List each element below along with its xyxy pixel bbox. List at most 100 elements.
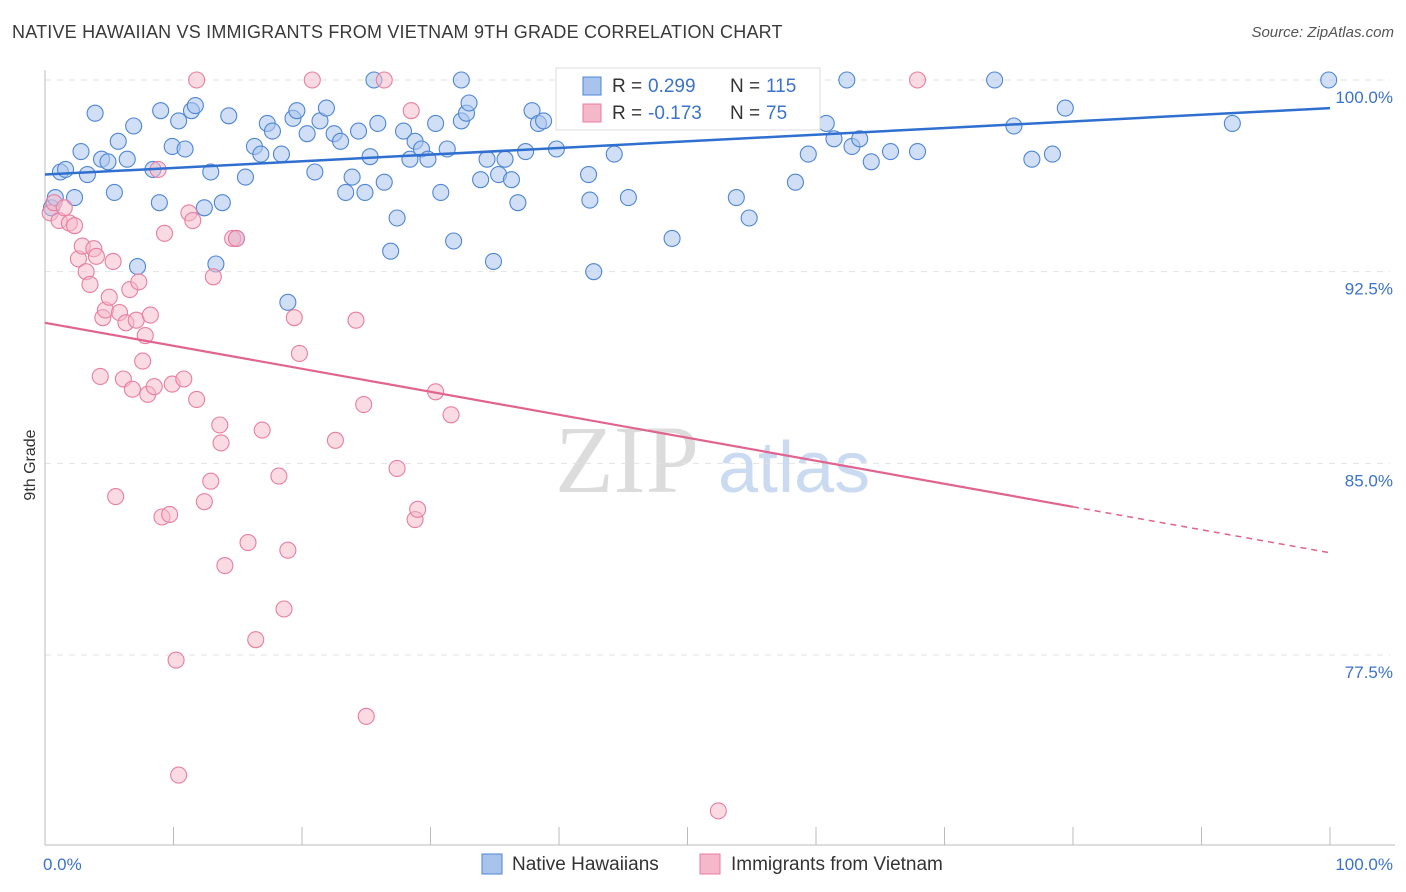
data-point-native-hawaiians — [195, 199, 213, 217]
data-point-native-hawaiians — [460, 94, 478, 112]
data-point-native-hawaiians — [202, 163, 220, 181]
trend-lines — [44, 106, 1331, 554]
data-point-native-hawaiians — [862, 153, 880, 171]
data-point-native-hawaiians — [150, 194, 168, 212]
data-point-native-hawaiians — [851, 130, 869, 148]
data-point-immigrants-vietnam — [279, 541, 297, 559]
data-point-native-hawaiians — [1320, 71, 1338, 89]
data-point-native-hawaiians — [78, 166, 96, 184]
data-point-native-hawaiians — [517, 143, 535, 161]
axes — [44, 70, 1395, 846]
data-point-immigrants-vietnam — [709, 802, 727, 820]
stats-legend: R = 0.299 N = 115 R = -0.173 N = 75 — [555, 67, 821, 131]
data-point-native-hawaiians — [220, 107, 238, 125]
data-point-immigrants-vietnam — [155, 224, 174, 242]
data-point-immigrants-vietnam — [100, 288, 118, 306]
data-point-native-hawaiians — [109, 132, 127, 150]
data-point-immigrants-vietnam — [442, 406, 460, 424]
data-point-immigrants-vietnam — [161, 505, 179, 523]
data-point-native-hawaiians — [908, 143, 927, 161]
chart-source: Source: ZipAtlas.com — [1251, 24, 1394, 41]
data-point-native-hawaiians — [1223, 114, 1241, 132]
data-point-native-hawaiians — [356, 183, 374, 201]
data-point-immigrants-vietnam — [303, 71, 321, 89]
watermark: ZIP atlas — [555, 406, 870, 513]
data-point-native-hawaiians — [581, 191, 599, 209]
legend-swatch-native-hawaiians — [481, 853, 503, 875]
data-point-native-hawaiians — [502, 171, 521, 189]
data-point-immigrants-vietnam — [175, 370, 193, 388]
stats-n-value-pink: 75 — [766, 103, 787, 124]
legend-swatch-immigrants-vietnam — [699, 853, 721, 875]
stats-n-label-pink: N = — [730, 103, 760, 124]
stats-n-value-blue: 115 — [766, 76, 796, 97]
data-point-native-hawaiians — [279, 293, 297, 311]
watermark-atlas: atlas — [718, 428, 870, 508]
data-point-native-hawaiians — [118, 150, 136, 168]
y-tick-label: 85.0% — [1345, 471, 1393, 490]
data-point-native-hawaiians — [1056, 99, 1074, 117]
data-point-native-hawaiians — [125, 117, 143, 135]
stats-r-label-pink: R = — [612, 103, 642, 124]
x-tick-label: 0.0% — [43, 855, 82, 874]
watermark-zip: ZIP — [555, 406, 699, 513]
data-point-native-hawaiians — [580, 166, 598, 184]
data-point-native-hawaiians — [484, 252, 503, 270]
data-point-immigrants-vietnam — [239, 534, 257, 552]
legend-label-immigrants-vietnam: Immigrants from Vietnam — [731, 854, 943, 875]
data-point-native-hawaiians — [445, 232, 463, 250]
data-point-native-hawaiians — [349, 122, 368, 140]
data-point-native-hawaiians — [799, 145, 817, 163]
data-point-native-hawaiians — [432, 183, 450, 201]
data-point-immigrants-vietnam — [270, 467, 288, 485]
data-point-native-hawaiians — [394, 122, 413, 140]
data-point-immigrants-vietnam — [134, 352, 152, 370]
trend-line-native-hawaiians — [44, 106, 1331, 176]
data-point-native-hawaiians — [186, 97, 204, 115]
data-point-native-hawaiians — [1023, 150, 1041, 168]
data-point-native-hawaiians — [382, 242, 400, 260]
stats-legend-swatch-blue — [582, 76, 602, 96]
y-axis-title: 9th Grade — [22, 429, 39, 500]
data-point-immigrants-vietnam — [402, 102, 420, 120]
data-point-immigrants-vietnam — [285, 309, 303, 327]
data-point-native-hawaiians — [786, 173, 804, 191]
data-point-immigrants-vietnam — [66, 217, 84, 235]
data-point-native-hawaiians — [472, 171, 490, 189]
data-point-native-hawaiians — [375, 173, 393, 191]
data-point-immigrants-vietnam — [357, 707, 375, 725]
data-point-immigrants-vietnam — [409, 500, 427, 518]
data-point-native-hawaiians — [170, 112, 188, 130]
data-point-native-hawaiians — [66, 189, 84, 207]
stats-r-value-blue: 0.299 — [648, 76, 696, 97]
data-point-immigrants-vietnam — [290, 344, 308, 362]
data-point-immigrants-vietnam — [184, 212, 202, 230]
data-point-native-hawaiians — [152, 102, 170, 120]
data-point-native-hawaiians — [306, 163, 324, 181]
data-point-native-hawaiians — [509, 194, 527, 212]
data-point-native-hawaiians — [298, 125, 316, 143]
data-point-native-hawaiians — [72, 143, 90, 161]
data-point-native-hawaiians — [619, 189, 637, 207]
data-point-immigrants-vietnam — [141, 306, 159, 324]
data-point-native-hawaiians — [57, 160, 75, 178]
data-point-native-hawaiians — [881, 143, 900, 161]
data-point-native-hawaiians — [86, 104, 104, 122]
data-point-immigrants-vietnam — [275, 600, 293, 618]
data-point-native-hawaiians — [252, 145, 270, 163]
stats-r-value-pink: -0.173 — [648, 103, 702, 124]
data-point-immigrants-vietnam — [188, 390, 206, 408]
data-point-native-hawaiians — [105, 183, 123, 201]
data-point-native-hawaiians — [478, 150, 496, 168]
data-point-native-hawaiians — [99, 153, 117, 171]
data-point-native-hawaiians — [272, 145, 290, 163]
data-point-immigrants-vietnam — [55, 199, 73, 217]
data-point-native-hawaiians — [288, 102, 306, 120]
x-tick-label: 100.0% — [1335, 855, 1393, 874]
data-point-immigrants-vietnam — [216, 557, 234, 575]
y-tick-label: 77.5% — [1345, 663, 1393, 682]
data-point-native-hawaiians — [369, 114, 387, 132]
grid-lines — [45, 79, 1390, 656]
data-point-native-hawaiians — [388, 209, 406, 227]
